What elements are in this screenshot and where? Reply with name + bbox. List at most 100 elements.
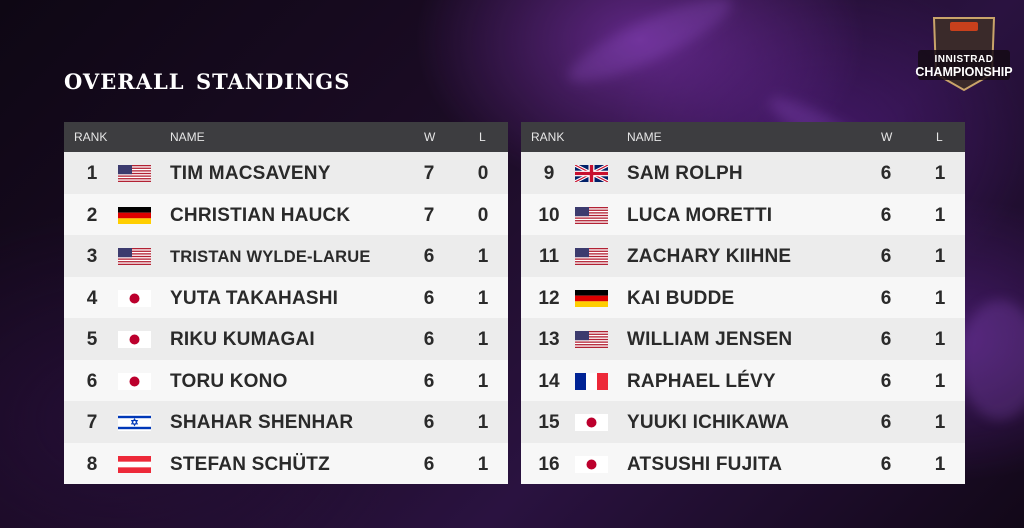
losses-value: 0: [477, 204, 489, 226]
table-row: 6 TORU KONO 6 1: [64, 359, 508, 401]
header-losses: L: [479, 130, 486, 144]
wins-value: 6: [423, 370, 435, 392]
flag-japan-icon: [118, 331, 151, 348]
rank-value: 13: [538, 329, 560, 350]
table-row: 4 YUTA TAKAHASHI 6 1: [64, 276, 508, 318]
header-name: NAME: [627, 130, 662, 144]
player-name: STEFAN SCHÜTZ: [170, 453, 330, 475]
flag-usa-icon: [575, 248, 608, 265]
rank-value: 11: [538, 246, 560, 267]
standings-table-left: RANK NAME W L 1 TIM MACSAVENY 7 0 2 CHRISTIAN…: [64, 122, 508, 484]
shield-icon: [918, 17, 1010, 92]
table-row: 8 STEFAN SCHÜTZ 6 1: [64, 442, 508, 484]
rank-value: 9: [543, 163, 555, 184]
flag-japan-icon: [118, 372, 151, 390]
flag-usa-icon: [575, 206, 608, 224]
flag-usa-icon: [118, 165, 151, 182]
table-row: 1 TIM MACSAVENY 7 0: [64, 152, 508, 194]
player-name: TRISTAN WYLDE-LARUE: [170, 248, 371, 266]
wins-value: 6: [423, 453, 435, 475]
flag-uk-icon: [575, 165, 608, 182]
header-losses: L: [936, 130, 943, 144]
wins-value: 6: [880, 329, 892, 350]
player-name: CHRISTIAN HAUCK: [170, 204, 351, 226]
player-name: ZACHARY KIIHNE: [627, 246, 792, 267]
table-header: RANK NAME W L: [521, 122, 965, 152]
table-row: 9 SAM ROLPH 6 1: [521, 152, 965, 194]
background-streak: [960, 300, 1024, 420]
player-name: KAI BUDDE: [627, 287, 735, 309]
losses-value: 1: [477, 329, 489, 350]
table-row: 5 RIKU KUMAGAI 6 1: [64, 318, 508, 360]
losses-value: 1: [477, 370, 489, 392]
wins-value: 7: [423, 163, 435, 184]
flag-usa-icon: [118, 248, 151, 265]
logo-line2: CHAMPIONSHIP: [915, 65, 1013, 79]
flag-japan-icon: [575, 455, 608, 473]
wins-value: 6: [880, 287, 892, 309]
table-row: 14 RAPHAEL LÉVY 6 1: [521, 359, 965, 401]
rank-value: 2: [86, 204, 98, 226]
flag-germany-icon: [575, 289, 608, 307]
losses-value: 1: [477, 246, 489, 267]
header-rank: RANK: [531, 130, 565, 144]
losses-value: 1: [934, 246, 946, 267]
losses-value: 0: [477, 163, 489, 184]
logo-line1: INNISTRAD: [934, 54, 994, 65]
wins-value: 6: [880, 370, 892, 392]
rank-value: 1: [86, 163, 98, 184]
header-name: NAME: [170, 130, 205, 144]
wins-value: 6: [423, 246, 435, 267]
rank-value: 16: [538, 453, 560, 475]
flag-austria-icon: [118, 455, 151, 473]
flag-japan-icon: [575, 414, 608, 431]
wins-value: 6: [880, 163, 892, 184]
rank-value: 8: [86, 453, 98, 475]
wins-value: 6: [880, 204, 892, 226]
losses-value: 1: [934, 287, 946, 309]
background-streak: [559, 0, 741, 97]
flag-germany-icon: [118, 206, 151, 224]
player-name: YUUKI ICHIKAWA: [627, 412, 790, 433]
rank-value: 10: [538, 204, 560, 226]
player-name: ATSUSHI FUJITA: [627, 453, 783, 475]
player-name: RAPHAEL LÉVY: [627, 370, 776, 392]
wins-value: 6: [423, 287, 435, 309]
player-name: LUCA MORETTI: [627, 204, 773, 226]
standings-table-right: RANK NAME W L 9 SAM ROLPH 6 1 10 LUCA MORETTI…: [521, 122, 965, 484]
rank-value: 5: [86, 329, 98, 350]
wins-value: 7: [423, 204, 435, 226]
rank-value: 3: [86, 246, 98, 267]
table-header: RANK NAME W L: [64, 122, 508, 152]
flag-japan-icon: [118, 289, 151, 307]
losses-value: 1: [934, 204, 946, 226]
rank-value: 6: [86, 370, 98, 392]
table-row: 2 CHRISTIAN HAUCK 7 0: [64, 193, 508, 235]
rank-value: 7: [86, 412, 98, 433]
table-row: 13 WILLIAM JENSEN 6 1: [521, 318, 965, 360]
table-row: 12 KAI BUDDE 6 1: [521, 276, 965, 318]
flag-israel-icon: [118, 414, 151, 431]
flag-france-icon: [575, 372, 608, 390]
header-rank: RANK: [74, 130, 108, 144]
losses-value: 1: [934, 412, 946, 433]
player-name: TIM MACSAVENY: [170, 163, 331, 184]
player-name: SAM ROLPH: [627, 163, 743, 184]
player-name: WILLIAM JENSEN: [627, 329, 793, 350]
losses-value: 1: [934, 370, 946, 392]
player-name: TORU KONO: [170, 370, 288, 392]
rank-value: 12: [538, 287, 560, 309]
losses-value: 1: [934, 329, 946, 350]
rank-value: 14: [538, 370, 560, 392]
championship-logo: INNISTRAD CHAMPIONSHIP: [912, 14, 1016, 94]
header-wins: W: [424, 130, 436, 144]
player-name: YUTA TAKAHASHI: [170, 287, 339, 309]
wins-value: 6: [880, 453, 892, 475]
table-row: 3 TRISTAN WYLDE-LARUE 6 1: [64, 235, 508, 277]
losses-value: 1: [477, 412, 489, 433]
wins-value: 6: [880, 246, 892, 267]
losses-value: 1: [477, 287, 489, 309]
wins-value: 6: [880, 412, 892, 433]
rank-value: 15: [538, 412, 560, 433]
player-name: SHAHAR SHENHAR: [170, 412, 354, 433]
